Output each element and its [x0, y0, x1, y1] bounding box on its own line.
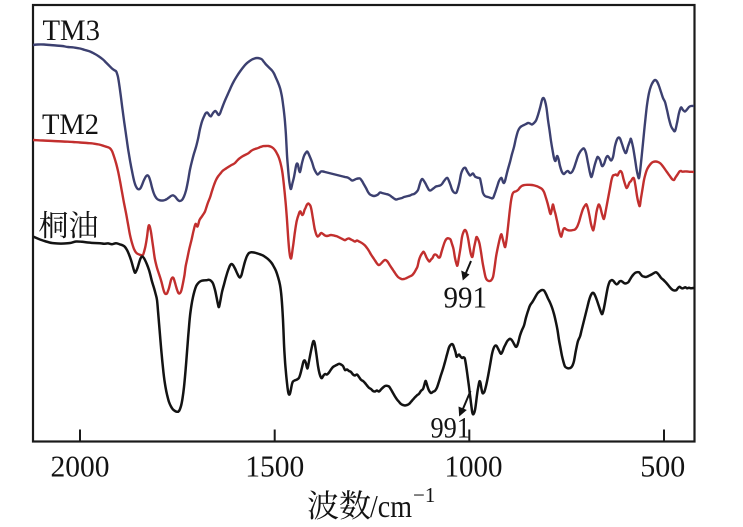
svg-text:/cm: /cm — [370, 488, 412, 524]
svg-text:991: 991 — [444, 280, 488, 315]
svg-text:TM3: TM3 — [43, 14, 101, 47]
svg-text:500: 500 — [640, 449, 685, 484]
svg-text:1000: 1000 — [445, 449, 503, 484]
svg-text:1500: 1500 — [245, 449, 304, 484]
svg-text:2000: 2000 — [51, 449, 110, 484]
svg-text:−1: −1 — [413, 483, 435, 507]
svg-text:991: 991 — [431, 412, 471, 445]
svg-text:TM2: TM2 — [42, 108, 99, 141]
